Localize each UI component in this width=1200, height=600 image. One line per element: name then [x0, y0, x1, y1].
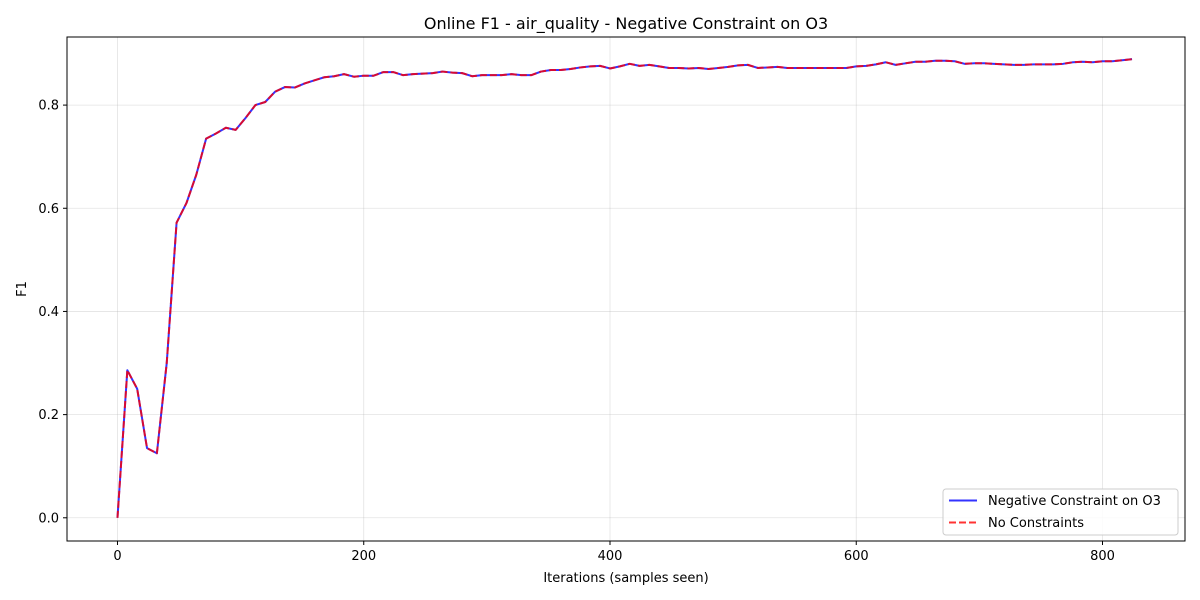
legend-label: Negative Constraint on O3 — [988, 494, 1161, 509]
chart-title: Online F1 - air_quality - Negative Const… — [424, 14, 828, 34]
y-tick-label: 0.2 — [38, 408, 59, 423]
x-tick-label: 0 — [113, 549, 121, 564]
series-layer — [116, 58, 1133, 518]
axes-frame — [66, 36, 1186, 542]
grid-lines — [67, 37, 1185, 541]
legend-box — [942, 488, 1179, 536]
y-tick-label: 0.8 — [38, 99, 59, 114]
axis-ticks: 0 200 400 600 800 0.0 0.2 0.4 0.6 0.8 — [38, 99, 1115, 564]
y-tick-label: 0.6 — [38, 202, 59, 217]
y-tick-label: 0.0 — [38, 511, 59, 526]
x-axis-label: Iterations (samples seen) — [543, 571, 708, 586]
y-axis-label: F1 — [15, 281, 30, 297]
x-tick-label: 600 — [844, 549, 869, 564]
x-tick-label: 400 — [598, 549, 623, 564]
y-tick-label: 0.4 — [38, 305, 59, 320]
legend: Negative Constraint on O3 No Constraints — [942, 488, 1179, 536]
x-tick-label: 800 — [1090, 549, 1115, 564]
x-tick-label: 200 — [351, 549, 376, 564]
series-line-no-constraints — [116, 58, 1133, 518]
legend-label: No Constraints — [988, 516, 1084, 531]
